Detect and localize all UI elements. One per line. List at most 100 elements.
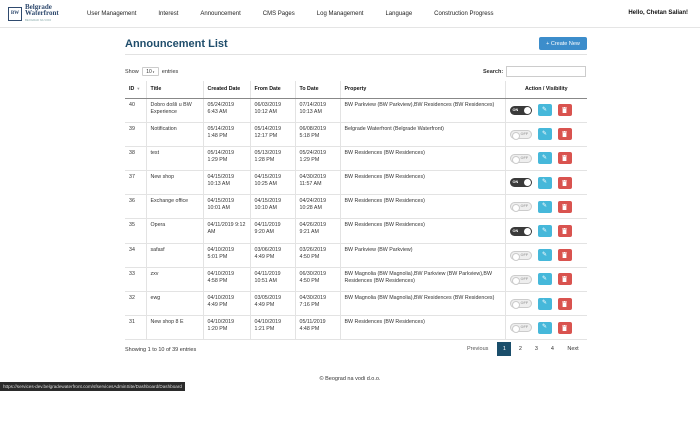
pagination-previous[interactable]: Previous	[467, 346, 489, 352]
cell-title: Dobro došli u BW Experience	[146, 98, 204, 123]
cell-id: 37	[125, 170, 147, 196]
nav-construction-progress[interactable]: Construction Progress	[434, 10, 494, 17]
user-greeting[interactable]: Hello, Chetan Salian!	[628, 10, 688, 16]
delete-button[interactable]	[557, 176, 572, 189]
col-to-date[interactable]: To Date	[295, 81, 341, 99]
visibility-toggle-label: OFF	[520, 252, 529, 257]
edit-button[interactable]: ✎	[537, 225, 552, 238]
edit-button[interactable]: ✎	[537, 273, 552, 286]
nav-interest[interactable]: Interest	[158, 10, 179, 17]
table-body: 40 Dobro došli u BW Experience 05/24/2019 …	[125, 98, 587, 341]
delete-button[interactable]	[557, 321, 572, 334]
cell-created: 05/14/2019 1:48 PM	[203, 122, 251, 147]
visibility-toggle[interactable]: OFF	[509, 153, 532, 164]
visibility-toggle[interactable]: OFF	[509, 274, 532, 285]
action-group: OFF ✎	[509, 321, 584, 334]
belgrade-waterfront-logo[interactable]: BW Belgrade Waterfront BEOGRAD NA VODI	[8, 4, 72, 24]
delete-button[interactable]	[557, 128, 572, 141]
chevron-down-icon: ▾	[152, 69, 155, 74]
page-length-select[interactable]: 10 ▾	[141, 67, 159, 76]
visibility-toggle[interactable]: ON	[509, 226, 532, 236]
cell-created: 04/10/2019 4:58 PM	[203, 267, 251, 293]
col-id-label: ID	[129, 86, 135, 93]
col-to-label: To Date	[299, 86, 319, 93]
cell-property: BW Residences (BW Residences)	[340, 170, 506, 196]
nav-cms-pages[interactable]: CMS Pages	[262, 10, 295, 17]
cell-to: 04/30/2019 11:57 AM	[295, 170, 341, 196]
delete-button[interactable]	[557, 273, 572, 286]
sort-desc-icon: ▼	[136, 86, 141, 92]
logo-text: Belgrade Waterfront BEOGRAD NA VODI	[25, 4, 59, 24]
visibility-toggle[interactable]: OFF	[509, 250, 532, 261]
pagination-page-3[interactable]: 3	[534, 346, 538, 352]
cell-created: 04/11/2019 9:12 AM	[203, 218, 251, 244]
edit-button[interactable]: ✎	[537, 249, 552, 262]
edit-button[interactable]: ✎	[537, 104, 552, 117]
col-title-label: Title	[150, 86, 162, 93]
col-title[interactable]: Title	[146, 81, 204, 99]
visibility-toggle[interactable]: OFF	[509, 299, 532, 310]
create-new-button[interactable]: + Create New	[539, 37, 587, 50]
nav-announcement[interactable]: Announcement	[200, 10, 241, 17]
cell-property: BW Residences (BW Residences)	[340, 315, 506, 341]
nav-user-management[interactable]: User Management	[87, 10, 137, 17]
trash-icon	[562, 107, 567, 114]
logo-sub: BEOGRAD NA VODI	[25, 17, 52, 22]
col-created-date[interactable]: Created Date	[203, 81, 251, 99]
delete-button[interactable]	[557, 200, 572, 213]
pagination-page-4[interactable]: 4	[550, 346, 554, 352]
cell-title: Notification	[146, 122, 204, 147]
cell-created: 04/15/2019 10:13 AM	[203, 170, 251, 196]
delete-button[interactable]	[557, 152, 572, 165]
pencil-icon: ✎	[541, 227, 548, 234]
edit-button[interactable]: ✎	[537, 176, 552, 189]
visibility-toggle[interactable]: ON	[509, 105, 532, 115]
edit-button[interactable]: ✎	[537, 321, 552, 334]
col-from-date[interactable]: From Date	[250, 81, 296, 99]
nav-log-management[interactable]: Log Management	[316, 10, 364, 17]
cell-title: zxv	[146, 267, 204, 293]
visibility-toggle-label: ON	[512, 180, 519, 185]
trash-icon	[562, 324, 567, 331]
action-group: OFF ✎	[509, 273, 584, 286]
cell-id: 34	[125, 243, 147, 268]
edit-button[interactable]: ✎	[537, 152, 552, 165]
delete-button[interactable]	[557, 225, 572, 238]
delete-button[interactable]	[557, 297, 572, 310]
cell-title: Exchange office	[146, 194, 204, 220]
cell-property: BW Parkview (BW Parkview)	[340, 243, 506, 268]
pencil-icon: ✎	[541, 324, 548, 331]
pagination-page-2[interactable]: 2	[518, 346, 522, 352]
visibility-toggle[interactable]: OFF	[509, 202, 532, 213]
delete-button[interactable]	[557, 104, 572, 117]
col-property[interactable]: Property	[340, 81, 506, 99]
table-row: 38 test 05/14/2019 1:29 PM 05/13/2019 1:28 …	[125, 146, 587, 172]
col-id[interactable]: ID ▼	[125, 81, 147, 99]
cell-property: BW Residences (BW Residences)	[340, 194, 506, 220]
cell-id: 38	[125, 146, 147, 172]
visibility-toggle[interactable]: OFF	[509, 323, 532, 334]
pagination-page-1[interactable]: 1	[497, 342, 512, 356]
cell-title: safasf	[146, 243, 204, 268]
edit-button[interactable]: ✎	[537, 128, 552, 141]
edit-button[interactable]: ✎	[537, 200, 552, 213]
col-created-label: Created Date	[207, 86, 241, 93]
cell-property: BW Magnolia (BW Magnolia),BW Parkview (B…	[340, 267, 506, 293]
pagination-next[interactable]: Next	[567, 346, 579, 352]
nav-language[interactable]: Language	[385, 10, 413, 17]
cell-from: 03/05/2019 4:49 PM	[250, 291, 296, 317]
logo-line1: Belgrade	[25, 2, 52, 11]
cell-title: New shop 8 E	[146, 315, 204, 341]
cell-to: 06/08/2019 5:18 PM	[295, 122, 341, 147]
show-label: Show	[125, 68, 139, 75]
trash-icon	[562, 155, 567, 162]
visibility-toggle-label: OFF	[520, 131, 529, 136]
search-input[interactable]	[506, 66, 587, 77]
visibility-toggle[interactable]: ON	[509, 178, 532, 188]
cell-actions: OFF ✎	[505, 243, 587, 268]
announcement-table: ID ▼ Title Created Date From Date To Date…	[125, 81, 587, 341]
delete-button[interactable]	[557, 249, 572, 262]
edit-button[interactable]: ✎	[537, 297, 552, 310]
visibility-toggle[interactable]: OFF	[509, 129, 532, 140]
cell-actions: ON ✎	[505, 170, 587, 196]
